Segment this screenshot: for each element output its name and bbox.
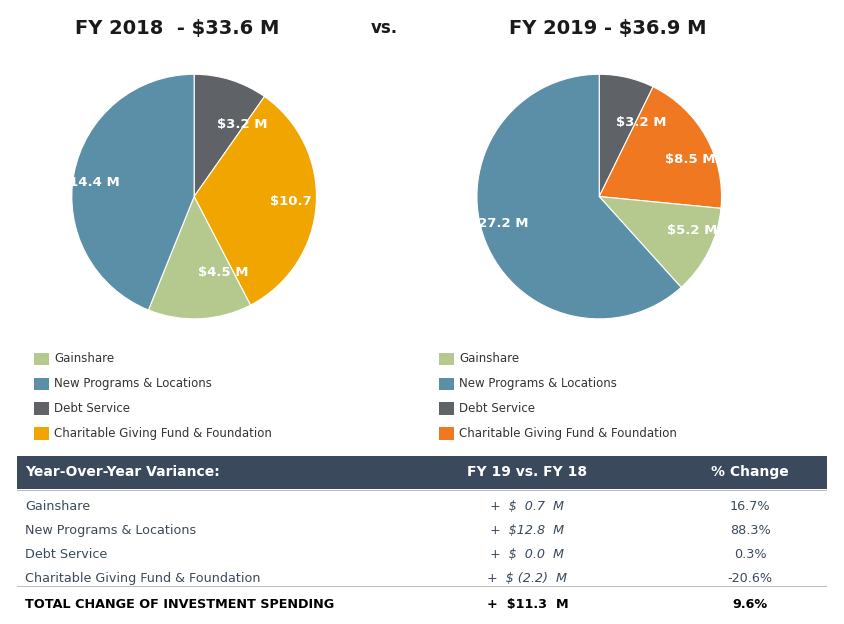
Text: $3.2 M: $3.2 M [616, 116, 667, 129]
Text: New Programs & Locations: New Programs & Locations [459, 378, 617, 390]
Text: New Programs & Locations: New Programs & Locations [25, 524, 197, 537]
Text: FY 19 vs. FY 18: FY 19 vs. FY 18 [468, 466, 587, 479]
Text: +  $ (2.2)  M: + $ (2.2) M [487, 572, 567, 585]
Wedge shape [599, 74, 653, 197]
Text: 16.7%: 16.7% [730, 500, 771, 513]
Wedge shape [599, 197, 721, 288]
Text: 9.6%: 9.6% [733, 598, 768, 611]
Text: Gainshare: Gainshare [25, 500, 90, 513]
Wedge shape [599, 87, 722, 208]
Text: Debt Service: Debt Service [459, 402, 535, 415]
Text: +  $  0.7  M: + $ 0.7 M [490, 500, 565, 513]
Text: +  $12.8  M: + $12.8 M [490, 524, 565, 537]
FancyBboxPatch shape [17, 456, 827, 489]
Text: Charitable Giving Fund & Foundation: Charitable Giving Fund & Foundation [459, 427, 677, 440]
Wedge shape [149, 197, 251, 319]
Text: $27.2 M: $27.2 M [469, 217, 528, 230]
Text: 88.3%: 88.3% [730, 524, 771, 537]
Text: FY 2019 - $36.9 M: FY 2019 - $36.9 M [509, 19, 706, 37]
Text: vs.: vs. [371, 19, 398, 37]
Wedge shape [477, 74, 681, 319]
Text: Gainshare: Gainshare [54, 353, 114, 365]
Text: $3.2 M: $3.2 M [217, 118, 268, 131]
Text: New Programs & Locations: New Programs & Locations [54, 378, 212, 390]
Text: Charitable Giving Fund & Foundation: Charitable Giving Fund & Foundation [54, 427, 272, 440]
Wedge shape [194, 74, 264, 197]
Wedge shape [194, 97, 316, 305]
Text: +  $  0.0  M: + $ 0.0 M [490, 548, 565, 561]
Text: Debt Service: Debt Service [25, 548, 107, 561]
Text: $4.5 M: $4.5 M [197, 266, 248, 279]
Text: 0.3%: 0.3% [733, 548, 766, 561]
Text: $10.7 M: $10.7 M [270, 195, 329, 208]
Text: % Change: % Change [711, 466, 789, 479]
Wedge shape [72, 74, 194, 310]
Text: +  $11.3  M: + $11.3 M [486, 598, 568, 611]
Text: FY 2018  - $33.6 M: FY 2018 - $33.6 M [75, 19, 279, 37]
Text: Year-Over-Year Variance:: Year-Over-Year Variance: [25, 466, 219, 479]
Text: $8.5 M: $8.5 M [665, 153, 716, 166]
Text: Debt Service: Debt Service [54, 402, 130, 415]
Text: TOTAL CHANGE OF INVESTMENT SPENDING: TOTAL CHANGE OF INVESTMENT SPENDING [25, 598, 334, 611]
Text: Charitable Giving Fund & Foundation: Charitable Giving Fund & Foundation [25, 572, 261, 585]
Text: Gainshare: Gainshare [459, 353, 519, 365]
Text: -20.6%: -20.6% [728, 572, 773, 585]
Text: $14.4 M: $14.4 M [60, 175, 120, 188]
Text: $5.2 M: $5.2 M [667, 224, 717, 237]
